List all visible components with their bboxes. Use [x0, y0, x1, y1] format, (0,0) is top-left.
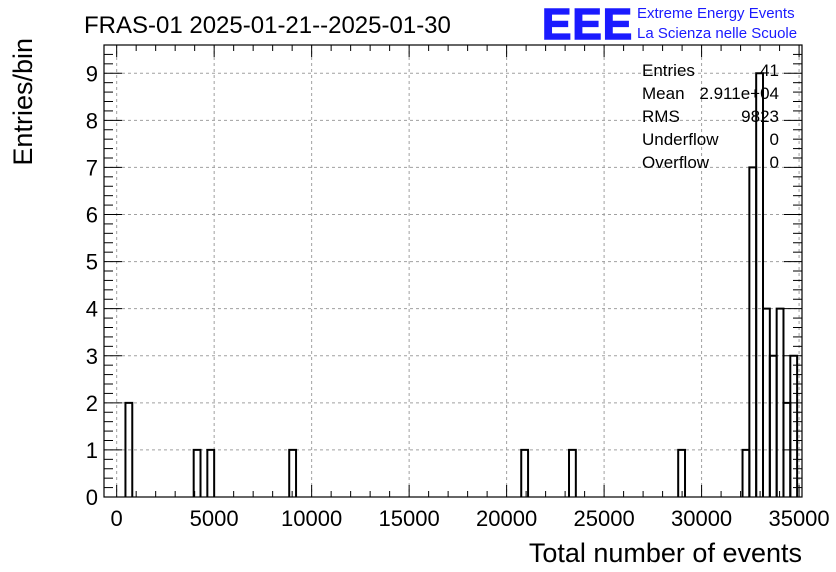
histogram-bin: [520, 448, 530, 497]
stats-value-entries: 41: [760, 61, 779, 80]
histogram-bin: [755, 72, 765, 497]
logo-mark: EEE: [542, 0, 633, 49]
y-tick-label: 6: [86, 203, 98, 228]
x-tick-label: 15000: [379, 506, 440, 531]
eee-logo: EEE Extreme Energy Events La Scienza nel…: [541, 0, 797, 50]
histogram-bin: [748, 166, 758, 497]
histogram-bin: [741, 448, 751, 497]
y-tick-label: 9: [86, 61, 98, 86]
stats-label-entries: Entries: [642, 61, 695, 80]
histogram-bin: [192, 448, 202, 497]
stats-value-rms: 9823: [741, 107, 779, 126]
histogram-bars: [124, 72, 799, 497]
stats-label-rms: RMS: [642, 107, 680, 126]
logo-line-1: Extreme Energy Events: [637, 5, 795, 22]
histogram-bin: [789, 354, 799, 497]
x-tick-label: 5000: [190, 506, 239, 531]
histogram-bin: [768, 354, 778, 497]
x-tick-label: 30000: [671, 506, 732, 531]
x-axis-label: Total number of events: [529, 538, 802, 568]
histogram-bin: [288, 448, 298, 497]
stats-box: Entries 41 Mean 2.911e+04 RMS 9823 Under…: [642, 61, 779, 172]
y-tick-label: 2: [86, 391, 98, 416]
histogram-bin: [206, 448, 216, 497]
stats-value-overflow: 0: [770, 153, 779, 172]
stats-value-mean: 2.911e+04: [699, 84, 779, 103]
stats-label-mean: Mean: [642, 84, 685, 103]
histogram-bin: [124, 401, 134, 497]
grid-lines: [104, 45, 802, 497]
plot-frame: [103, 44, 803, 498]
y-tick-label: 4: [86, 297, 98, 322]
y-tick-label: 8: [86, 108, 98, 133]
x-tick-label: 35000: [768, 506, 829, 531]
histogram-bin: [568, 448, 577, 497]
x-tick-label: 25000: [574, 506, 635, 531]
x-axis-ticks: 0 5000 10000 15000 20000 25000 30000 35000: [111, 45, 830, 531]
chart-title: FRAS-01 2025-01-21--2025-01-30: [84, 12, 451, 39]
logo-line-2: La Scienza nelle Scuole: [637, 25, 797, 42]
y-tick-label: 3: [86, 344, 98, 369]
y-axis-ticks: 0 1 2 3 4 5 6 7 8 9: [86, 44, 802, 510]
stats-label-underflow: Underflow: [642, 130, 719, 149]
y-tick-label: 7: [86, 155, 98, 180]
plot-border: [103, 44, 803, 498]
x-tick-label: 20000: [476, 506, 537, 531]
stats-value-underflow: 0: [770, 130, 779, 149]
x-tick-label: 0: [111, 506, 123, 531]
y-tick-label: 5: [86, 250, 98, 275]
y-axis-label: Entries/bin: [8, 38, 38, 166]
y-tick-label: 1: [86, 438, 98, 463]
histogram-bin: [677, 448, 687, 497]
stats-label-overflow: Overflow: [642, 153, 710, 172]
y-tick-label: 0: [86, 485, 98, 510]
x-tick-label: 10000: [281, 506, 342, 531]
